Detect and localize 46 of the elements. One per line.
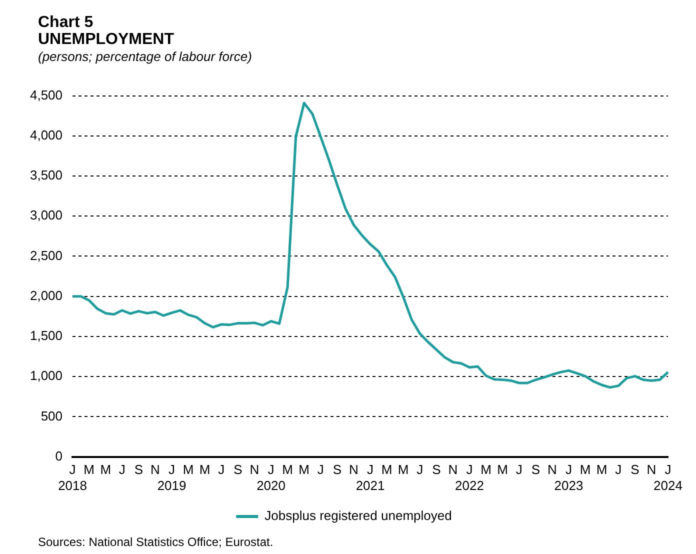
x-tick-label: N bbox=[150, 462, 160, 478]
x-tick-label: N bbox=[646, 462, 656, 478]
y-tick-label: 4,500 bbox=[30, 87, 63, 102]
x-tick-label: J 2024 bbox=[654, 462, 682, 493]
x-tick-label: M bbox=[480, 462, 492, 478]
x-tick-label: J bbox=[516, 462, 522, 478]
x-tick-label: N bbox=[250, 462, 260, 478]
y-tick-label: 500 bbox=[40, 408, 63, 424]
x-tick-label: N bbox=[448, 462, 458, 478]
x-tick-label: J bbox=[218, 462, 225, 478]
chart-subtitle: UNEMPLOYMENT bbox=[38, 31, 174, 48]
x-tick-label: S bbox=[332, 462, 342, 478]
source-note: Sources: National Statistics Office; Eurostat. bbox=[38, 535, 274, 549]
x-tick-label: M bbox=[199, 462, 210, 478]
y-tick-label: 3,000 bbox=[30, 208, 63, 223]
x-tick-label: M bbox=[298, 462, 310, 478]
x-tick-label: M bbox=[596, 462, 608, 478]
x-tick-label: M bbox=[100, 462, 112, 478]
chart-title: Chart 5 bbox=[38, 14, 94, 31]
x-tick-label: M bbox=[381, 462, 392, 478]
x-tick-label: S bbox=[234, 462, 243, 478]
x-tick-label: M bbox=[282, 462, 293, 478]
y-tick-label: 0 bbox=[55, 448, 63, 464]
y-tick-label: 4,000 bbox=[30, 127, 63, 142]
y-axis-title: (persons; percentage of labour force) bbox=[38, 49, 252, 64]
x-tick-label: S bbox=[432, 462, 442, 478]
x-tick-label: J bbox=[416, 462, 424, 478]
x-tick-label: J bbox=[118, 462, 126, 478]
legend-label: Jobsplus registered unemployed bbox=[264, 508, 452, 524]
y-tick-label: 2,000 bbox=[30, 288, 63, 303]
y-tick-label: 1,500 bbox=[30, 328, 63, 344]
x-tick-label: M bbox=[580, 462, 591, 478]
x-tick-label: N bbox=[349, 462, 358, 478]
x-tick-label: S bbox=[134, 462, 144, 478]
y-tick-label: 2,500 bbox=[30, 248, 63, 263]
x-tick-label: M bbox=[182, 462, 194, 478]
x-tick-label: S bbox=[630, 462, 640, 478]
x-tick-label: J bbox=[615, 462, 622, 478]
x-tick-label: S bbox=[531, 462, 540, 478]
x-tick-label: M bbox=[84, 462, 94, 478]
x-tick-label: M bbox=[497, 462, 508, 478]
y-tick-label: 1,000 bbox=[30, 368, 63, 384]
y-tick-label: 3,500 bbox=[30, 168, 63, 183]
x-tick-label: J bbox=[317, 462, 324, 478]
x-tick-label: N bbox=[548, 462, 557, 478]
x-tick-label: M bbox=[398, 462, 409, 478]
